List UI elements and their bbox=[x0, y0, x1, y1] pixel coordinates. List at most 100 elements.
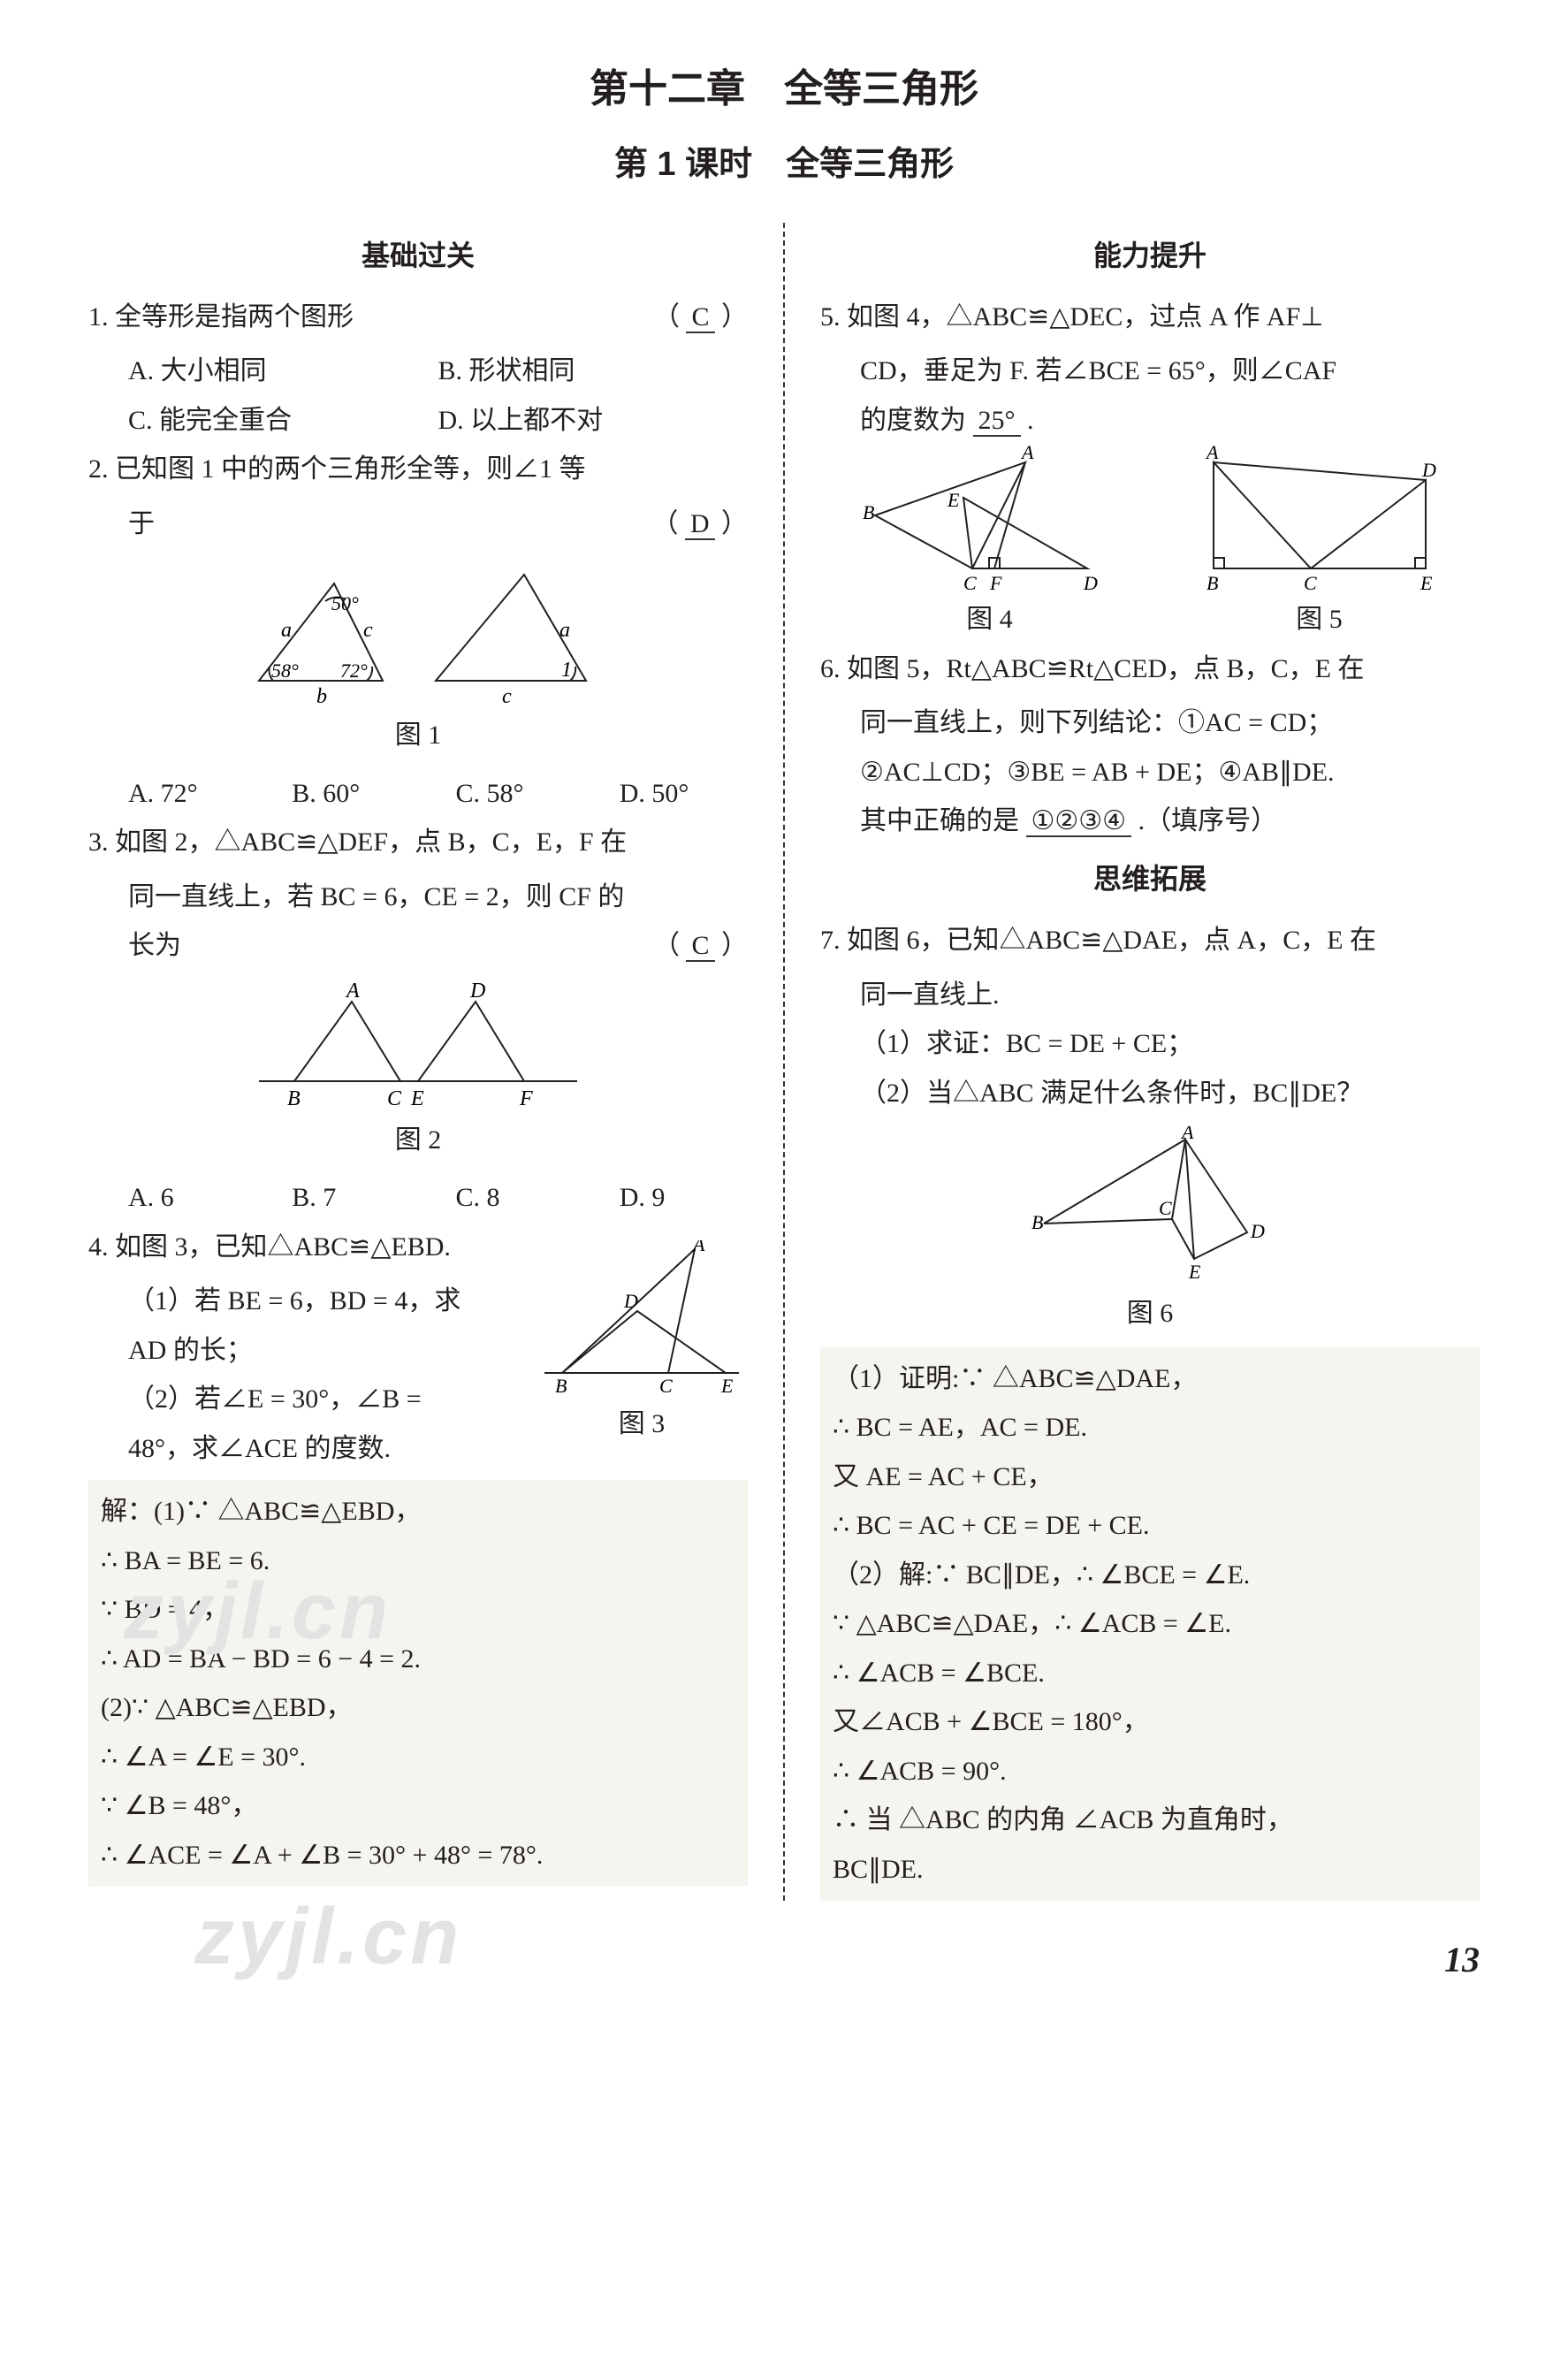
figure-2: A D B C E F 图 2 bbox=[88, 980, 748, 1165]
sol-line: ∵ △ABC≌△DAE，∴ ∠ACB = ∠E. bbox=[833, 1599, 1467, 1649]
q6-tail: .（填序号） bbox=[1138, 806, 1278, 835]
svg-text:D: D bbox=[1250, 1220, 1265, 1242]
q3: 3. 如图 2，△ABC≌△DEF，点 B，C，E，F 在 bbox=[88, 818, 748, 867]
q4-solution: 解：(1)∵ △ABC≌△EBD， ∴ BA = BE = 6. ∵ BD = … bbox=[88, 1480, 748, 1887]
svg-text:C: C bbox=[387, 1087, 402, 1110]
q2-opt-d: D. 50° bbox=[620, 769, 748, 819]
q1: 1. 全等形是指两个图形 （ C ） bbox=[88, 293, 748, 342]
q5-t2: CD，垂足为 F. 若∠BCE = 65°，则∠CAF bbox=[820, 347, 1480, 396]
svg-text:B: B bbox=[555, 1375, 567, 1397]
figure-5: A D B C E 图 5 bbox=[1196, 445, 1443, 644]
q1-opt-c: C. 能完全重合 bbox=[128, 396, 438, 446]
q2-opt-c: C. 58° bbox=[456, 769, 584, 819]
q3-opt-c: C. 8 bbox=[456, 1173, 584, 1223]
sol-line: ∴ ∠ACB = 90°. bbox=[833, 1747, 1467, 1796]
q1-opt-a: A. 大小相同 bbox=[128, 347, 438, 396]
svg-text:D: D bbox=[623, 1290, 638, 1312]
q3-opt-a: A. 6 bbox=[128, 1173, 256, 1223]
t1-b: b bbox=[316, 685, 327, 707]
sol-line: 又∠ACB + ∠BCE = 180°， bbox=[833, 1697, 1467, 1747]
q7-p2: （2）当△ABC 满足什么条件时，BC∥DE？ bbox=[820, 1069, 1480, 1118]
svg-text:B: B bbox=[1206, 572, 1218, 594]
q3-opt-b: B. 7 bbox=[292, 1173, 420, 1223]
sol-line: (2)∵ △ABC≌△EBD， bbox=[101, 1683, 735, 1733]
q5-period: . bbox=[1027, 406, 1034, 435]
sol-line: ∴ BC = AE，AC = DE. bbox=[833, 1403, 1467, 1453]
q3-t2: 同一直线上，若 BC = 6，CE = 2，则 CF 的 bbox=[88, 873, 748, 922]
section-basics: 基础过关 bbox=[88, 230, 748, 282]
q3-opt-d: D. 9 bbox=[620, 1173, 748, 1223]
fig3-label: 图 3 bbox=[536, 1399, 748, 1449]
column-divider bbox=[783, 223, 785, 1901]
chapter-title: 第十二章 全等三角形 bbox=[88, 53, 1480, 125]
left-column: 基础过关 1. 全等形是指两个图形 （ C ） A. 大小相同 B. 形状相同 … bbox=[88, 223, 748, 1901]
svg-text:E: E bbox=[1420, 572, 1433, 594]
sol-line: （2）解:∵ BC∥DE，∴ ∠BCE = ∠E. bbox=[833, 1551, 1467, 1600]
sol-line: BC∥DE. bbox=[833, 1845, 1467, 1895]
fig4-label: 图 4 bbox=[857, 595, 1123, 644]
svg-text:A: A bbox=[345, 980, 360, 1003]
svg-text:B: B bbox=[287, 1087, 301, 1110]
q2: 2. 已知图 1 中的两个三角形全等，则∠1 等 bbox=[88, 445, 748, 494]
svg-text:D: D bbox=[1083, 572, 1098, 594]
svg-text:B: B bbox=[863, 501, 874, 523]
svg-text:A: A bbox=[691, 1240, 705, 1255]
q3-t3: 长为 bbox=[128, 931, 181, 960]
svg-text:B: B bbox=[1031, 1211, 1043, 1233]
q7-p1: （1）求证：BC = DE + CE； bbox=[820, 1019, 1480, 1069]
sol-line: ∴ 当 △ABC 的内角 ∠ACB 为直角时， bbox=[833, 1796, 1467, 1845]
svg-text:C: C bbox=[659, 1375, 673, 1397]
fig6-label: 图 6 bbox=[820, 1289, 1480, 1338]
q4-p2b: 48°，求∠ACE 的度数. bbox=[128, 1434, 391, 1463]
svg-text:D: D bbox=[469, 980, 485, 1003]
fig5-label: 图 5 bbox=[1196, 595, 1443, 644]
lesson-title: 第 1 课时 全等三角形 bbox=[88, 133, 1480, 195]
sol-line: ∴ ∠ACB = ∠BCE. bbox=[833, 1649, 1467, 1698]
q2-opt-b: B. 60° bbox=[292, 769, 420, 819]
right-column: 能力提升 5. 如图 4，△ABC≌△DEC，过点 A 作 AF⊥ CD，垂足为… bbox=[820, 223, 1480, 1901]
q2-text2: 于 bbox=[128, 509, 155, 538]
section-think: 思维拓展 bbox=[820, 853, 1480, 905]
figure-6: A B C D E 图 6 bbox=[820, 1126, 1480, 1338]
svg-text:E: E bbox=[720, 1375, 734, 1397]
figure-1: 50° 58° 72° a c b a c 1 图 1 bbox=[88, 557, 748, 760]
q2-opt-a: A. 72° bbox=[128, 769, 256, 819]
q1-answer: C bbox=[686, 302, 714, 333]
svg-text:C: C bbox=[1304, 572, 1317, 594]
q5-answer: 25° bbox=[973, 406, 1021, 437]
fig1-label: 图 1 bbox=[88, 711, 748, 760]
t2-c: c bbox=[502, 685, 512, 707]
fig2-label: 图 2 bbox=[88, 1116, 748, 1165]
t1-72: 72° bbox=[340, 660, 368, 682]
t1-58: 58° bbox=[271, 660, 299, 682]
t2-1: 1 bbox=[561, 659, 572, 682]
sol-line: ∴ ∠ACE = ∠A + ∠B = 30° + 48° = 78°. bbox=[101, 1831, 735, 1880]
figure-4: A B E C F D 图 4 bbox=[857, 445, 1123, 644]
t2-a: a bbox=[559, 619, 570, 642]
svg-text:E: E bbox=[1188, 1261, 1201, 1283]
page-number: 13 bbox=[88, 1927, 1480, 1993]
sol-line: ∵ BD = 4， bbox=[101, 1585, 735, 1635]
sol-line: ∴ BA = BE = 6. bbox=[101, 1536, 735, 1586]
figure-3: A D B C E 图 3 bbox=[536, 1240, 748, 1449]
q1-opt-b: B. 形状相同 bbox=[438, 347, 749, 396]
q6-answer: ①②③④ bbox=[1026, 806, 1132, 837]
svg-text:E: E bbox=[947, 489, 960, 511]
sol-line: ∴ BC = AC + CE = DE + CE. bbox=[833, 1501, 1467, 1551]
svg-text:F: F bbox=[519, 1087, 533, 1110]
sol-line: ∵ ∠B = 48°， bbox=[101, 1781, 735, 1831]
q3-answer: C bbox=[686, 931, 714, 962]
q7-solution: （1）证明:∵ △ABC≌△DAE， ∴ BC = AE，AC = DE. 又 … bbox=[820, 1347, 1480, 1902]
q5: 5. 如图 4，△ABC≌△DEC，过点 A 作 AF⊥ bbox=[820, 293, 1480, 342]
svg-text:E: E bbox=[410, 1087, 424, 1110]
sol-line: ∴ AD = BA − BD = 6 − 4 = 2. bbox=[101, 1635, 735, 1684]
sol-line: ∴ ∠A = ∠E = 30°. bbox=[101, 1733, 735, 1782]
svg-text:C: C bbox=[1159, 1197, 1172, 1219]
svg-text:C: C bbox=[963, 572, 977, 594]
q5-t3: 的度数为 bbox=[860, 406, 966, 435]
t1-c: c bbox=[363, 619, 373, 642]
q7-t2: 同一直线上. bbox=[820, 971, 1480, 1020]
q2-answer: D bbox=[685, 509, 715, 540]
q6-t3: ②AC⊥CD；③BE = AB + DE；④AB∥DE. bbox=[820, 748, 1480, 797]
q6: 6. 如图 5，Rt△ABC≌Rt△CED，点 B，C，E 在 bbox=[820, 644, 1480, 694]
